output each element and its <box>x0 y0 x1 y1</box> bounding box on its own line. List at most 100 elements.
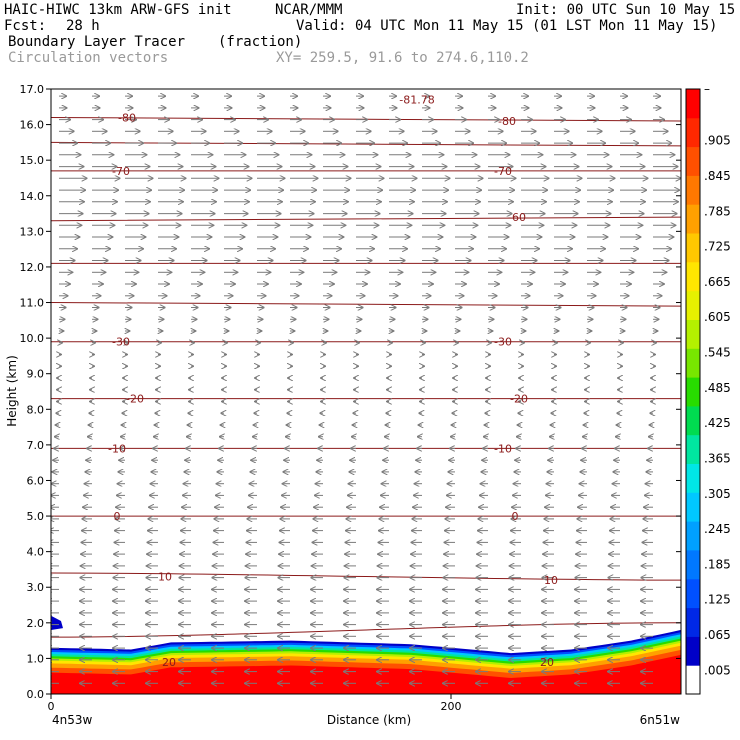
contour-label-11: -10 <box>494 442 512 455</box>
contour-label-7: -30 <box>494 336 512 349</box>
colorbar-label-0: .005 <box>704 663 731 677</box>
contour-label-17: 20 <box>540 656 554 669</box>
contour-label-1: -80 <box>498 115 516 128</box>
colorbar-label-4: .245 <box>704 522 731 536</box>
colorbar-swatch-5 <box>686 521 700 551</box>
colorbar-label-1: .065 <box>704 628 731 642</box>
y-tick-label-16: 16.0 <box>20 119 45 132</box>
y-tick-label-1: 1.0 <box>27 652 45 665</box>
colorbar-label-5: .305 <box>704 487 731 501</box>
y-tick-label-0: 0.0 <box>27 688 45 701</box>
y-tick-label-14: 14.0 <box>20 190 45 203</box>
colorbar-swatch-9 <box>686 405 700 436</box>
colorbar-swatch-1 <box>686 636 700 666</box>
contour-label-4: -70 <box>494 165 512 178</box>
colorbar-label-16: – <box>704 82 710 96</box>
vectors-label: Circulation vectors <box>8 50 169 66</box>
colorbar-label-11: .665 <box>704 275 731 289</box>
contour-label-16: 20 <box>162 656 176 669</box>
right-endpoint-label: 6n51w <box>640 713 681 727</box>
y-tick-label-10: 10.0 <box>20 332 45 345</box>
y-tick-label-17: 17.0 <box>20 83 45 96</box>
colorbar-swatch-17 <box>686 175 700 205</box>
y-tick-label-2: 2.0 <box>27 617 45 630</box>
x-axis-label: Distance (km) <box>327 713 411 727</box>
colorbar-swatch-8 <box>686 434 700 464</box>
xy-label: XY= 259.5, 91.6 to 274.6,110.2 <box>276 50 529 66</box>
contour-line-1 <box>51 141 681 147</box>
contour-label-12: 0 <box>114 510 121 523</box>
colorbar-swatch-14 <box>686 261 700 292</box>
y-tick-label-4: 4.0 <box>27 546 45 559</box>
tracer-shading <box>51 615 681 694</box>
valid-time: Valid: 04 UTC Mon 11 May 15 (01 LST Mon … <box>296 18 718 34</box>
contour-label-9: -20 <box>510 393 528 406</box>
y-tick-label-15: 15.0 <box>20 154 45 167</box>
colorbar-label-13: .785 <box>704 204 731 218</box>
tracer-band-9 <box>51 654 681 694</box>
colorbar-swatch-11 <box>686 348 700 378</box>
y-axis-label: Height (km) <box>5 355 19 426</box>
colorbar-swatch-4 <box>686 550 700 580</box>
colorbar-label-14: .845 <box>704 169 731 183</box>
temperature-contours <box>51 117 681 638</box>
org-label: NCAR/MMM <box>275 2 343 18</box>
contour-line-10 <box>51 572 681 581</box>
field-units: (fraction) <box>218 34 303 50</box>
left-endpoint-label: 4n53w <box>52 713 93 727</box>
colorbar-label-10: .605 <box>704 310 731 324</box>
colorbar-swatch-20 <box>686 89 700 119</box>
y-tick-label-8: 8.0 <box>27 403 45 416</box>
field-name: Boundary Layer Tracer <box>8 34 186 50</box>
colorbar: .005 .065 .125 .185 .245 .305 .365 .425 .485 .545… <box>685 82 731 695</box>
contour-label-3: -70 <box>112 165 130 178</box>
y-tick-label-6: 6.0 <box>27 474 45 487</box>
colorbar-swatch-10 <box>686 377 700 407</box>
y-tick-label-7: 7.0 <box>27 439 45 452</box>
colorbar-label-3: .185 <box>704 557 731 571</box>
contour-label-10: -10 <box>108 442 126 455</box>
init-time: Init: 00 UTC Sun 10 May 15 <box>516 2 736 18</box>
contour-line-11 <box>51 622 681 638</box>
y-tick-label-11: 11.0 <box>20 297 45 310</box>
forecast-label: Fcst: <box>4 18 47 34</box>
y-tick-label-3: 3.0 <box>27 581 45 594</box>
x-tick-label-0: 0 <box>48 700 55 713</box>
contour-label-8: -20 <box>126 393 144 406</box>
colorbar-swatch-13 <box>686 290 700 320</box>
colorbar-frame <box>685 88 701 695</box>
colorbar-swatch-16 <box>686 204 700 234</box>
colorbar-swatch-2 <box>686 607 700 637</box>
y-tick-label-5: 5.0 <box>27 510 45 523</box>
contour-label-15: 10 <box>544 574 558 587</box>
colorbar-swatch-15 <box>686 233 700 263</box>
y-tick-label-9: 9.0 <box>27 368 45 381</box>
contour-label-14: 10 <box>158 571 172 584</box>
colorbar-swatch-6 <box>686 492 700 522</box>
colorbar-swatch-12 <box>686 319 700 349</box>
colorbar-swatch-3 <box>686 578 700 609</box>
colorbar-label-6: .365 <box>704 452 731 466</box>
colorbar-swatch-19 <box>686 117 700 148</box>
contour-label-0: -80 <box>118 112 136 125</box>
y-tick-label-12: 12.0 <box>20 261 45 274</box>
colorbar-label-9: .545 <box>704 346 731 360</box>
colorbar-swatch-0 <box>686 665 700 695</box>
colorbar-swatch-18 <box>686 146 700 176</box>
contour-label-2: -81.78 <box>399 94 434 107</box>
contour-labels: -80 -80 -81.78 -70 -70 -60 -30 -30 -20 -20 -10 -10 0… <box>108 94 558 669</box>
circulation-vectors <box>51 96 681 683</box>
contour-line-3 <box>51 216 681 222</box>
colorbar-label-15: .905 <box>704 134 731 148</box>
y-axis-ticks: 0.0 1.0 2.0 3.0 4.0 5.0 6.0 7.0 8.0 9.0 10.0 11.0 12… <box>20 83 681 701</box>
colorbar-label-12: .725 <box>704 240 731 254</box>
colorbar-label-7: .425 <box>704 416 731 430</box>
forecast-hours: 28 h <box>66 18 100 34</box>
model-title: HAIC-HIWC 13km ARW-GFS init <box>4 2 232 18</box>
tracer-patch <box>51 615 63 630</box>
colorbar-swatch-7 <box>686 463 700 493</box>
contour-label-5: -60 <box>508 211 526 224</box>
colorbar-label-2: .125 <box>704 593 731 607</box>
contour-label-13: 0 <box>512 510 519 523</box>
